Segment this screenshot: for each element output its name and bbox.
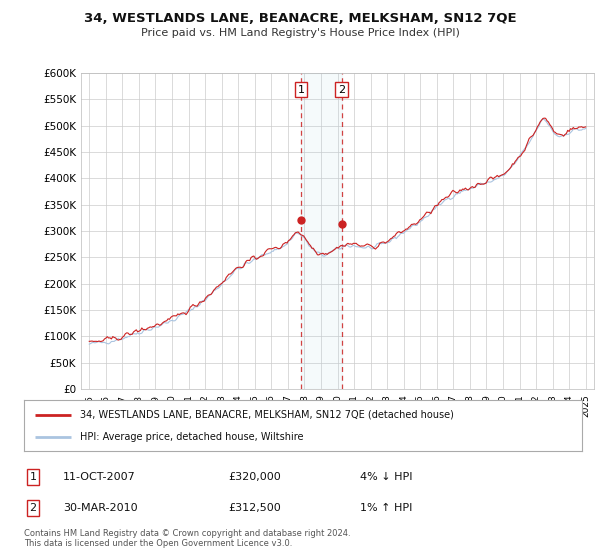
Text: Contains HM Land Registry data © Crown copyright and database right 2024.
This d: Contains HM Land Registry data © Crown c… (24, 529, 350, 548)
Text: Price paid vs. HM Land Registry's House Price Index (HPI): Price paid vs. HM Land Registry's House … (140, 28, 460, 38)
Text: 1% ↑ HPI: 1% ↑ HPI (360, 503, 412, 513)
Text: £312,500: £312,500 (228, 503, 281, 513)
Text: 2: 2 (29, 503, 37, 513)
Text: £320,000: £320,000 (228, 472, 281, 482)
Text: 30-MAR-2010: 30-MAR-2010 (63, 503, 137, 513)
Text: 11-OCT-2007: 11-OCT-2007 (63, 472, 136, 482)
Text: 34, WESTLANDS LANE, BEANACRE, MELKSHAM, SN12 7QE (detached house): 34, WESTLANDS LANE, BEANACRE, MELKSHAM, … (80, 409, 454, 419)
Text: 4% ↓ HPI: 4% ↓ HPI (360, 472, 413, 482)
Text: 1: 1 (298, 85, 304, 95)
Text: 2: 2 (338, 85, 345, 95)
Text: 1: 1 (29, 472, 37, 482)
Bar (301, 73, 341, 389)
Text: HPI: Average price, detached house, Wiltshire: HPI: Average price, detached house, Wilt… (80, 432, 304, 442)
Text: 34, WESTLANDS LANE, BEANACRE, MELKSHAM, SN12 7QE: 34, WESTLANDS LANE, BEANACRE, MELKSHAM, … (83, 12, 517, 25)
